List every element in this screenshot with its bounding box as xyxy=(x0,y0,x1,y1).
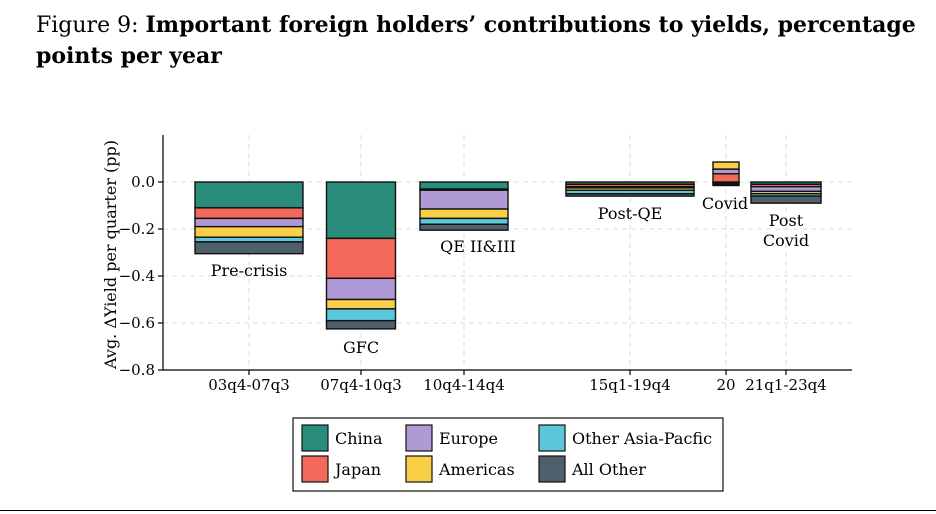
period-annotation: Pre-crisis xyxy=(211,261,288,280)
bar-segment xyxy=(325,298,397,310)
y-tick-label: −0.6 xyxy=(119,314,155,332)
annotation-line: Pre-crisis xyxy=(211,261,288,280)
legend-swatch xyxy=(405,424,433,452)
bar-segment xyxy=(194,241,304,255)
bar-segment xyxy=(712,173,740,183)
bar-segment xyxy=(712,183,740,187)
bottom-rule xyxy=(0,510,936,511)
period-annotation: GFC xyxy=(343,338,379,357)
bar-segment xyxy=(194,181,304,209)
bar-segment xyxy=(325,181,397,240)
bar-segment xyxy=(419,223,509,231)
legend-box xyxy=(292,417,724,492)
annotation-line: Post-QE xyxy=(598,204,663,223)
bar-segment xyxy=(325,237,397,280)
x-tick-label: 10q4-14q4 xyxy=(423,376,505,394)
y-axis-label: Avg. ΔYield per quarter (pp) xyxy=(101,140,120,370)
bars xyxy=(194,161,822,330)
period-annotation: Covid xyxy=(702,194,748,213)
figure-title: Figure 9: Important foreign holders’ con… xyxy=(36,10,916,72)
bar-segment xyxy=(325,319,397,330)
legend-swatch xyxy=(301,455,329,483)
y-tick-label: −0.8 xyxy=(119,361,155,379)
period-annotation: QE II&III xyxy=(440,237,516,256)
figure-title-text: Important foreign holders’ contributions… xyxy=(36,12,916,69)
bar-segment xyxy=(419,181,509,190)
bar-segment xyxy=(712,168,740,175)
legend-label: China xyxy=(335,429,383,448)
bar-segment xyxy=(325,308,397,322)
bar-segment xyxy=(750,185,822,193)
bar-segment xyxy=(194,217,304,228)
bar-segment xyxy=(194,207,304,220)
annotation-line: Covid xyxy=(763,231,809,250)
axes: 0.0 −0.2 −0.4 −0.6 −0.8 03q4-07q3 07q4-10q3 10q… xyxy=(101,135,852,394)
bar-segment xyxy=(419,189,509,210)
period-annotation: Post-QE xyxy=(598,204,663,223)
legend-label: Japan xyxy=(333,460,381,479)
annotation-line: Post xyxy=(769,211,804,230)
legend-swatch xyxy=(538,455,566,483)
bar-segment xyxy=(419,208,509,220)
annotation-line: Covid xyxy=(702,194,748,213)
bar-segment xyxy=(419,217,509,226)
y-tick-label: −0.2 xyxy=(119,220,155,238)
legend-label: Americas xyxy=(438,460,515,479)
bar-segment xyxy=(712,161,740,170)
annotation-line: GFC xyxy=(343,338,379,357)
y-tick-label: 0.0 xyxy=(131,173,155,191)
x-tick-label: 20 xyxy=(716,376,735,394)
figure-label: Figure 9: xyxy=(36,13,139,38)
annotation-line: QE II&III xyxy=(440,237,516,256)
x-tick-label: 15q1-19q4 xyxy=(589,376,671,394)
bar-segment xyxy=(325,277,397,301)
period-annotation: Post Covid xyxy=(763,211,809,250)
legend-swatch xyxy=(405,455,433,483)
legend-swatch xyxy=(538,424,566,452)
x-tick-label: 07q4-10q3 xyxy=(320,376,402,394)
bar-segment xyxy=(565,193,695,197)
bar-segment xyxy=(194,236,304,243)
bar-segment xyxy=(194,225,304,238)
legend-label: Europe xyxy=(439,429,498,448)
legend: China Japan Europe Americas Other Asia-Pacfi… xyxy=(292,417,724,492)
x-tick-label: 03q4-07q3 xyxy=(208,376,290,394)
legend-label: All Other xyxy=(571,460,646,479)
y-tick-label: −0.4 xyxy=(119,267,155,285)
bar-segment xyxy=(750,195,822,204)
legend-label: Other Asia-Pacfic xyxy=(572,429,712,448)
x-tick-label: 21q1-23q4 xyxy=(745,376,827,394)
legend-swatch xyxy=(301,424,329,452)
